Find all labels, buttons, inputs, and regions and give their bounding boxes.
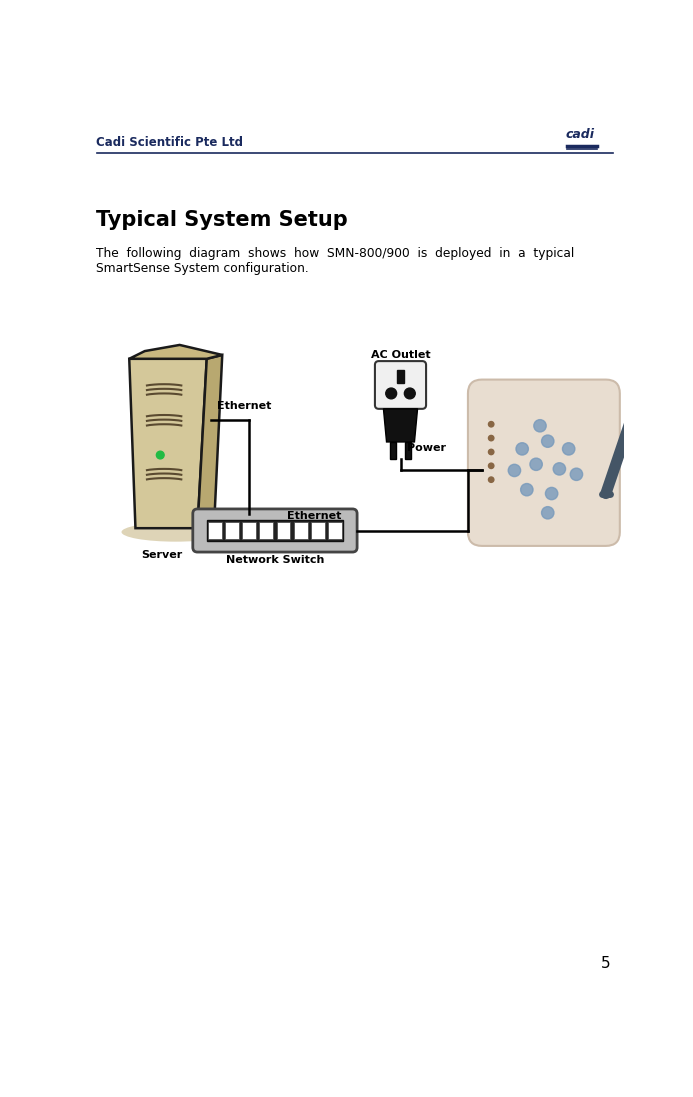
Circle shape [520,484,533,496]
Circle shape [508,464,520,476]
Circle shape [545,487,558,500]
Bar [207,520,343,541]
Circle shape [489,463,494,468]
Circle shape [157,451,164,459]
Text: Cadi Scientific Pte Ltd: Cadi Scientific Pte Ltd [96,136,243,149]
FancyBboxPatch shape [375,361,426,409]
Bar [294,522,308,539]
Polygon shape [198,355,222,528]
Text: Network Switch: Network Switch [226,555,324,565]
FancyBboxPatch shape [193,509,357,552]
Bar [243,522,256,539]
Circle shape [570,468,583,480]
Text: SmartSense System configuration.: SmartSense System configuration. [96,262,308,275]
Text: The  following  diagram  shows  how  SMN-800/900  is  deployed  in  a  typical: The following diagram shows how SMN-800/… [96,247,574,260]
Bar [209,522,222,539]
Bar [396,370,405,384]
Bar [328,522,342,539]
Circle shape [534,420,546,432]
Text: Server: Server [141,550,182,561]
Circle shape [563,443,575,455]
Polygon shape [130,359,207,528]
Text: Ethernet: Ethernet [217,402,271,411]
Circle shape [530,459,543,471]
Circle shape [489,450,494,454]
Circle shape [489,421,494,427]
Circle shape [553,463,565,475]
Circle shape [405,388,415,399]
Circle shape [516,443,528,455]
Text: cadi: cadi [565,128,595,140]
Text: Ethernet: Ethernet [288,511,342,521]
Circle shape [541,507,554,519]
Polygon shape [130,344,222,359]
Polygon shape [383,409,418,442]
Bar [259,522,274,539]
Bar [225,522,239,539]
Ellipse shape [121,522,230,542]
Text: AC Outlet: AC Outlet [371,350,430,360]
Circle shape [541,436,554,448]
Text: Typical System Setup: Typical System Setup [96,211,348,230]
Bar [277,522,290,539]
Circle shape [386,388,396,399]
Bar [405,442,412,459]
Bar [389,442,396,459]
Circle shape [489,436,494,441]
Text: 5: 5 [601,955,611,971]
Text: Power: Power [407,443,446,453]
Bar [310,522,324,539]
FancyBboxPatch shape [468,380,620,546]
Circle shape [489,477,494,483]
